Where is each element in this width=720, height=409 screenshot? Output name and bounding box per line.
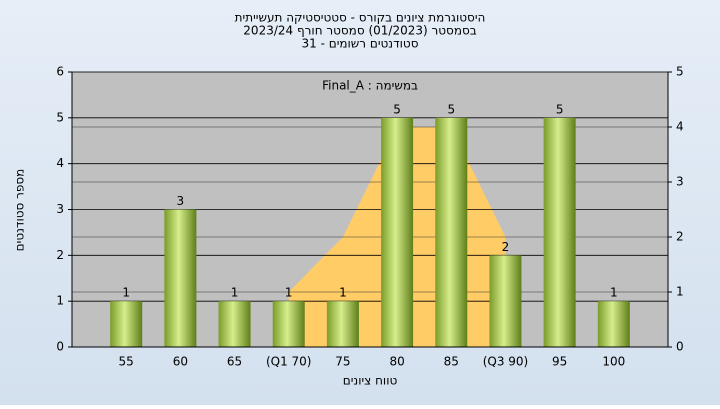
- y-axis-label: מספר סטודנטים: [13, 169, 27, 252]
- y-tick-label: 2: [56, 248, 64, 262]
- y-tick-label: 5: [56, 110, 64, 124]
- y2-tick-label: 2: [676, 230, 684, 244]
- bar: [164, 209, 197, 347]
- y2-tick-label: 0: [676, 340, 684, 354]
- y-tick-label: 3: [56, 202, 64, 216]
- x-tick-label: 95: [552, 355, 567, 369]
- bar: [597, 301, 630, 347]
- data-label: 5: [393, 102, 401, 116]
- bar: [435, 117, 468, 347]
- y2-tick-label: 3: [676, 175, 684, 189]
- x-tick-label: (Q3 90): [483, 355, 529, 369]
- data-label: 5: [447, 102, 455, 116]
- y2-tick-label: 1: [676, 285, 684, 299]
- x-axis-label: טווח ציונים: [343, 374, 398, 388]
- bar: [381, 117, 414, 347]
- x-tick-label: 65: [227, 355, 242, 369]
- annotation: במשימה : Final_A: [322, 79, 418, 93]
- data-label: 1: [339, 286, 347, 300]
- bar: [110, 301, 143, 347]
- chart-subtitle: סטודנטים רשומים - 31: [301, 37, 418, 51]
- bar: [326, 301, 359, 347]
- bar: [543, 117, 576, 347]
- y2-tick-label: 4: [676, 120, 684, 134]
- y-tick-label: 0: [56, 340, 64, 354]
- data-label: 1: [610, 286, 618, 300]
- x-tick-label: 80: [389, 355, 404, 369]
- x-tick-label: 55: [119, 355, 134, 369]
- data-label: 1: [285, 286, 293, 300]
- y-tick-label: 6: [56, 65, 64, 79]
- data-label: 3: [177, 194, 185, 208]
- data-label: 5: [556, 102, 564, 116]
- x-tick-label: 60: [173, 355, 188, 369]
- data-label: 1: [231, 286, 239, 300]
- data-label: 2: [502, 240, 510, 254]
- y2-tick-label: 5: [676, 65, 684, 79]
- chart-title: היסטוגרמת ציונים בקורס - סטטיסטיקה תעשיי…: [235, 11, 486, 25]
- chart-subtitle: בסמסטר (01/2023) סמסטר חורף 2023/24: [243, 24, 476, 38]
- x-tick-label: 85: [444, 355, 459, 369]
- data-label: 1: [122, 286, 130, 300]
- x-tick-label: 75: [335, 355, 350, 369]
- y-tick-label: 1: [56, 294, 64, 308]
- x-tick-label: 100: [602, 355, 625, 369]
- bar: [489, 255, 522, 347]
- y-tick-label: 4: [56, 156, 64, 170]
- x-tick-label: (Q1 70): [266, 355, 312, 369]
- bar: [218, 301, 251, 347]
- bar: [272, 301, 305, 347]
